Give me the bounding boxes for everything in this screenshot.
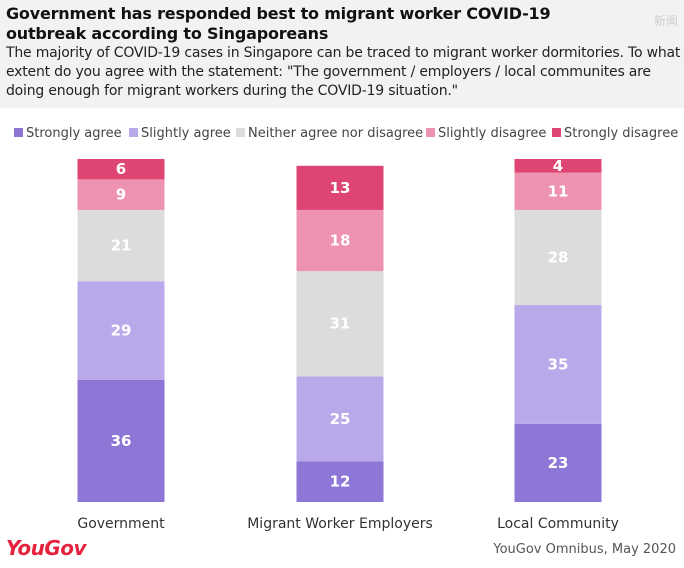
legend-swatch [552, 128, 561, 137]
bar-segment [296, 461, 384, 502]
bar-segment [77, 209, 165, 282]
bar-segment [77, 281, 165, 380]
bar-segment [77, 179, 165, 210]
data-label: 9 [116, 186, 126, 204]
data-label: 4 [553, 157, 563, 175]
data-label: 28 [548, 248, 569, 266]
data-label: 36 [111, 432, 132, 450]
bar-segment [514, 172, 602, 210]
bar-segment [296, 271, 384, 377]
data-label: 35 [548, 355, 569, 373]
data-label: 18 [330, 232, 351, 250]
bar-segment [514, 423, 602, 502]
chart-subtitle: The majority of COVID-19 cases in Singap… [6, 45, 681, 99]
legend-swatch [14, 128, 23, 137]
bar-segment [77, 159, 165, 180]
bar-segment [514, 209, 602, 306]
legend-item-slightly-disagree: Slightly disagree [426, 126, 546, 141]
data-label: 29 [111, 322, 132, 340]
data-label: 6 [116, 160, 126, 178]
legend-item-strongly-agree: Strongly agree [14, 126, 122, 141]
legend-item-strongly-disagree: Strongly disagree [552, 126, 678, 141]
yougov-logo: YouGov [6, 536, 87, 560]
bar-segment [296, 165, 384, 210]
legend-label: Slightly agree [141, 126, 231, 141]
data-label: 12 [330, 473, 351, 491]
legend-swatch [236, 128, 245, 137]
legend-item-neither: Neither agree nor disagree [236, 126, 423, 141]
chart-legend: Strongly agree Slightly agree Neither ag… [0, 126, 684, 144]
legend-swatch [426, 128, 435, 137]
legend-label: Slightly disagree [438, 126, 547, 141]
legend-label: Strongly disagree [564, 126, 679, 141]
legend-swatch [129, 128, 138, 137]
chart-header: Government has responded best to migrant… [0, 0, 684, 108]
data-label: 21 [111, 237, 132, 255]
bar-segment [514, 305, 602, 424]
data-label: 13 [330, 179, 351, 197]
bar-segment [296, 209, 384, 272]
data-label: 31 [330, 315, 351, 333]
watermark-text: 新闻 [653, 14, 678, 28]
category-label: Migrant Worker Employers [247, 516, 433, 532]
category-label: Government [77, 516, 165, 532]
category-label: Local Community [497, 516, 619, 532]
source-note: YouGov Omnibus, May 2020 [493, 542, 676, 557]
legend-label: Neither agree nor disagree [248, 126, 424, 141]
legend-item-slightly-agree: Slightly agree [129, 126, 231, 141]
data-label: 23 [548, 454, 569, 472]
data-label: 11 [548, 182, 569, 200]
chart-title: Government has responded best to migrant… [6, 4, 551, 43]
data-label: 25 [330, 410, 351, 428]
bar-segment [296, 376, 384, 462]
bar-segment [77, 379, 165, 502]
bar-segment [514, 159, 602, 173]
legend-label: Strongly agree [26, 126, 122, 141]
